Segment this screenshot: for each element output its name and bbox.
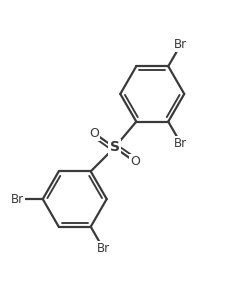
- Text: Br: Br: [97, 242, 110, 255]
- Text: Br: Br: [174, 137, 187, 150]
- Text: Br: Br: [174, 38, 187, 51]
- Text: O: O: [89, 127, 99, 140]
- Text: Br: Br: [11, 193, 25, 206]
- Text: S: S: [110, 141, 120, 154]
- Text: O: O: [130, 155, 140, 168]
